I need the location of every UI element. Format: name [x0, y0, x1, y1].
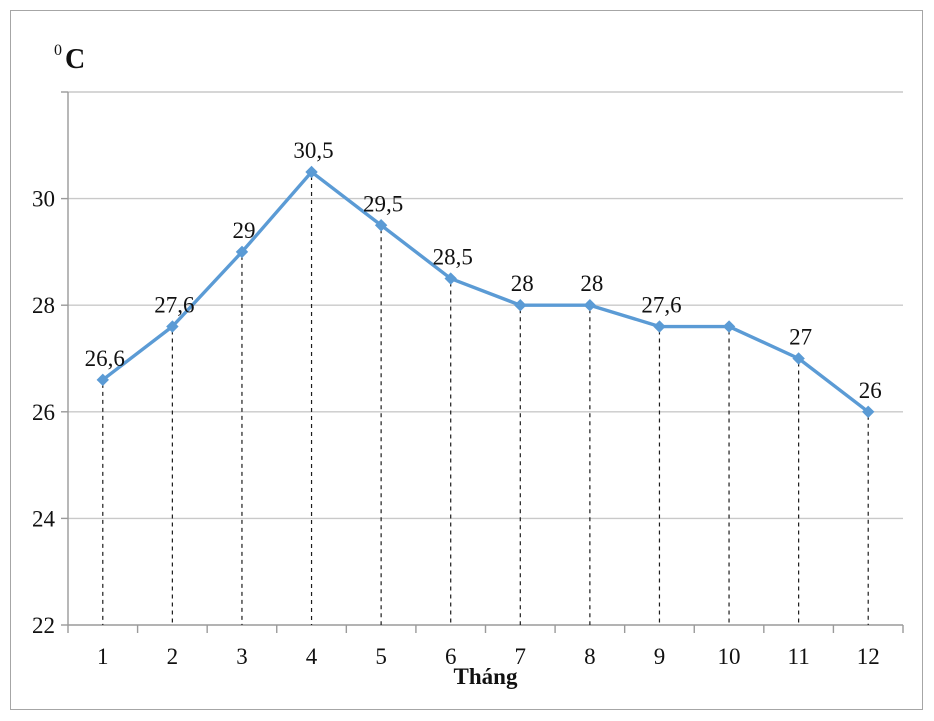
- x-tick-label: 1: [97, 644, 109, 669]
- data-label: 26: [859, 378, 882, 403]
- data-point-marker: [305, 165, 318, 179]
- data-point-marker: [792, 352, 805, 365]
- x-tick-label: 4: [306, 644, 318, 669]
- data-point-marker: [166, 320, 179, 333]
- data-label: 29: [232, 218, 255, 243]
- data-label: 29,5: [363, 191, 403, 216]
- data-point-marker: [96, 373, 109, 387]
- data-point-marker: [862, 405, 875, 419]
- data-label: 28: [511, 271, 534, 296]
- x-tick-label: 2: [167, 644, 179, 669]
- temperature-line: [101, 170, 870, 414]
- data-label: 27,6: [641, 293, 681, 318]
- y-axis-unit-superscript: 0: [54, 42, 62, 59]
- y-tick-label: 28: [32, 293, 55, 318]
- x-tick-label: 11: [788, 644, 810, 669]
- x-axis-title: Tháng: [453, 664, 518, 689]
- data-label: 28,5: [433, 245, 473, 270]
- data-point-marker: [235, 245, 249, 259]
- x-tick-label: 6: [445, 644, 457, 669]
- data-point-marker: [583, 298, 597, 312]
- x-tick-label: 5: [375, 644, 387, 669]
- y-axis-unit-letter: C: [65, 44, 86, 75]
- data-point-marker: [722, 320, 736, 333]
- y-tick-label: 24: [32, 506, 56, 531]
- data-label: 27,6: [154, 293, 194, 318]
- x-tick-label: 8: [584, 644, 596, 669]
- x-tick-label: 7: [515, 644, 527, 669]
- data-label: 26,6: [85, 346, 125, 371]
- data-point-marker: [374, 219, 388, 232]
- x-tick-label: 12: [857, 644, 880, 669]
- x-tick-label: 10: [718, 644, 741, 669]
- data-label: 30,5: [293, 138, 333, 163]
- y-tick-label: 30: [32, 187, 55, 212]
- data-label: 28: [580, 271, 603, 296]
- data-point-marker: [444, 272, 457, 285]
- data-point-marker: [653, 320, 666, 333]
- x-tick-label: 3: [236, 644, 248, 669]
- data-point-marker: [514, 298, 527, 312]
- y-tick-label: 26: [32, 400, 55, 425]
- y-tick-label: 22: [32, 613, 55, 638]
- x-tick-label: 9: [654, 644, 666, 669]
- data-label: 27: [789, 325, 812, 350]
- figure-border: [10, 10, 923, 710]
